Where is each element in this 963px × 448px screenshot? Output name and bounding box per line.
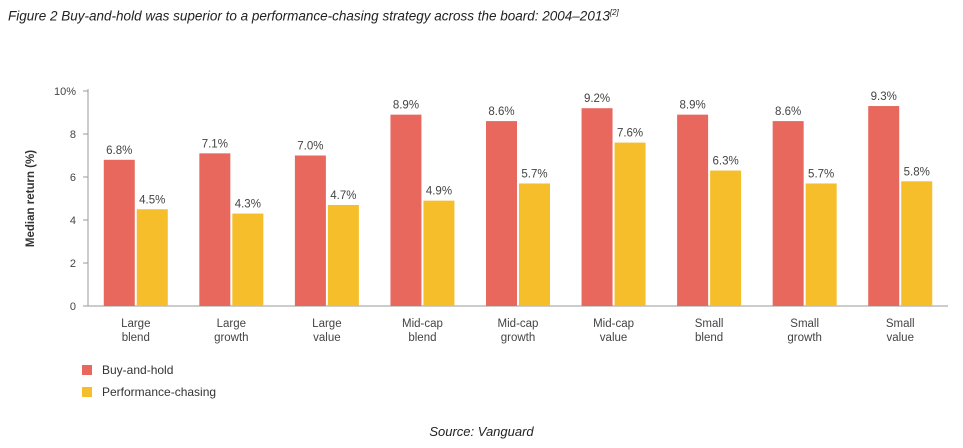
- data-label: 7.1%: [202, 138, 228, 150]
- bar-buy-and-hold: [581, 108, 613, 306]
- x-tick-label: Mid-cap: [593, 318, 634, 330]
- data-label: 6.8%: [106, 145, 132, 157]
- x-tick-label: blend: [122, 332, 150, 344]
- bar-buy-and-hold: [294, 155, 326, 306]
- legend-item-buy-and-hold: Buy-and-hold: [82, 359, 216, 381]
- caption-reference: [2]: [609, 8, 619, 17]
- x-tick-label: value: [600, 332, 628, 344]
- caption-text: Figure 2 Buy-and-hold was superior to a …: [8, 8, 610, 24]
- legend-swatch-performance-chasing: [82, 387, 92, 397]
- data-label: 9.3%: [871, 91, 897, 103]
- bar-buy-and-hold: [486, 121, 517, 306]
- x-tick-label: Small: [790, 318, 819, 330]
- x-tick-label: Large: [217, 318, 246, 330]
- data-label: 8.6%: [775, 106, 801, 118]
- x-tick-label: Mid-cap: [402, 318, 443, 330]
- figure-caption: Figure 2 Buy-and-hold was superior to a …: [8, 8, 619, 24]
- legend: Buy-and-hold Performance-chasing: [82, 359, 216, 403]
- bar-performance-chasing: [327, 204, 359, 306]
- y-tick-label: 0: [70, 301, 76, 313]
- x-tick-label: Small: [695, 318, 724, 330]
- x-tick-label: blend: [695, 332, 723, 344]
- bar-performance-chasing: [423, 200, 455, 306]
- x-tick-label: value: [886, 332, 914, 344]
- bar-buy-and-hold: [772, 121, 804, 306]
- x-tick-label: Large: [312, 318, 341, 330]
- y-tick-label: 10%: [54, 86, 76, 98]
- bar-performance-chasing: [614, 142, 646, 306]
- bar-buy-and-hold: [677, 114, 709, 307]
- x-tick-label: growth: [787, 332, 822, 344]
- bar-buy-and-hold: [868, 106, 900, 306]
- data-label: 5.7%: [808, 168, 834, 180]
- bar-buy-and-hold: [390, 114, 422, 307]
- data-label: 4.5%: [139, 194, 165, 206]
- y-tick-label: 6: [70, 172, 76, 184]
- y-tick-label: 4: [70, 215, 76, 227]
- data-label: 8.9%: [680, 100, 706, 112]
- data-label: 6.3%: [713, 156, 739, 168]
- bar-performance-chasing: [232, 213, 264, 306]
- y-tick-label: 8: [70, 129, 76, 141]
- legend-label-performance-chasing: Performance-chasing: [102, 385, 217, 399]
- data-label: 5.8%: [904, 166, 930, 178]
- y-axis-label: Median return (%): [25, 150, 37, 247]
- legend-label-buy-and-hold: Buy-and-hold: [102, 363, 174, 377]
- x-tick-label: Mid-cap: [498, 318, 539, 330]
- x-tick-label: Large: [121, 318, 150, 330]
- x-tick-label: blend: [408, 332, 436, 344]
- data-label: 7.0%: [297, 141, 323, 153]
- data-label: 9.2%: [584, 93, 610, 105]
- y-tick-label: 2: [70, 258, 76, 270]
- x-tick-label: Small: [886, 318, 915, 330]
- bar-performance-chasing: [519, 183, 550, 306]
- bar-performance-chasing: [805, 183, 837, 306]
- data-label: 7.6%: [617, 128, 643, 140]
- bar-performance-chasing: [901, 181, 933, 306]
- bar-performance-chasing: [136, 209, 168, 306]
- source-note: Source: Vanguard: [429, 424, 534, 439]
- x-tick-label: growth: [501, 332, 536, 344]
- legend-item-performance-chasing: Performance-chasing: [82, 381, 216, 403]
- data-label: 4.9%: [426, 186, 452, 198]
- legend-swatch-buy-and-hold: [82, 365, 92, 375]
- x-tick-label: growth: [214, 332, 249, 344]
- data-label: 4.7%: [330, 190, 356, 202]
- data-label: 8.9%: [393, 100, 419, 112]
- x-tick-label: value: [313, 332, 341, 344]
- data-label: 4.3%: [235, 199, 261, 211]
- bar-buy-and-hold: [199, 153, 231, 306]
- data-label: 8.6%: [488, 106, 514, 118]
- data-label: 5.7%: [521, 168, 547, 180]
- bar-performance-chasing: [710, 170, 742, 306]
- bar-buy-and-hold: [103, 159, 135, 306]
